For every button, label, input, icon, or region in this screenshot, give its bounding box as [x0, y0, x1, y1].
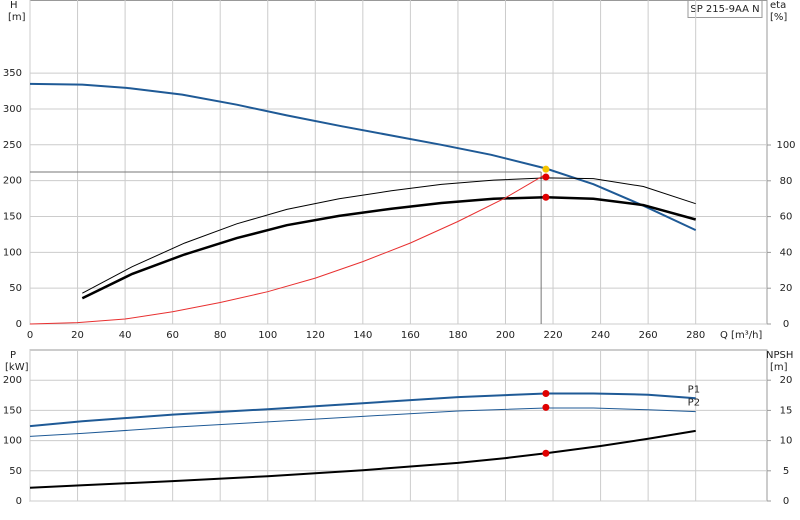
x-tick-label: 220: [543, 330, 562, 341]
y2-unit: [%]: [770, 12, 787, 23]
operating-point: [542, 165, 550, 173]
y-unit: [kW]: [5, 362, 29, 373]
x-tick-label: 60: [166, 330, 179, 341]
x-tick-label: 80: [214, 330, 227, 341]
x-tick-label: 140: [353, 330, 372, 341]
y2-label: eta: [770, 0, 786, 11]
x-tick-label: 260: [639, 330, 658, 341]
y-unit: [m]: [8, 12, 26, 23]
operating-point: [542, 173, 550, 181]
curve: [29, 429, 696, 489]
curve: [29, 392, 696, 428]
operating-point: [542, 389, 550, 397]
y-tick-label: 200: [3, 375, 22, 386]
y-tick-label: 0: [16, 319, 22, 330]
y2-tick-label: 100: [776, 140, 795, 151]
y2-tick-label: 80: [780, 176, 793, 187]
curve: [81, 196, 697, 300]
y2-tick-label: 20: [780, 375, 793, 386]
bottom-frame: [29, 349, 768, 502]
x-tick-label: 280: [686, 330, 705, 341]
y-tick-label: 0: [16, 496, 22, 507]
y2-tick-label: 60: [780, 212, 793, 223]
y-label: H: [10, 0, 18, 11]
x-tick-label: 160: [401, 330, 420, 341]
y-tick-label: 300: [3, 104, 22, 115]
y2-label: NPSH: [766, 350, 793, 361]
operating-point: [542, 193, 550, 201]
operating-point: [542, 449, 550, 457]
curve: [29, 175, 544, 325]
curve: [29, 407, 696, 437]
x-tick-label: 20: [71, 330, 84, 341]
x-tick-label: 180: [448, 330, 467, 341]
curve: [82, 177, 696, 294]
y2-tick-label: 0: [783, 319, 789, 330]
series-label: P1: [688, 384, 700, 395]
y-tick-label: 100: [3, 247, 22, 258]
y-tick-label: 250: [3, 140, 22, 151]
y2-tick-label: 0: [783, 496, 789, 507]
y-tick-label: 50: [9, 466, 22, 477]
y-tick-label: 100: [3, 436, 22, 447]
y-tick-label: 200: [3, 176, 22, 187]
x-tick-label: 100: [258, 330, 277, 341]
x-label: Q [m³/h]: [720, 330, 762, 341]
y-tick-label: 350: [3, 68, 22, 79]
y2-unit: [m]: [770, 362, 788, 373]
y2-tick-label: 10: [780, 436, 793, 447]
y2-tick-label: 5: [783, 466, 789, 477]
x-tick-label: 0: [27, 330, 33, 341]
x-tick-label: 40: [119, 330, 132, 341]
y2-tick-label: 40: [780, 247, 793, 258]
series-label: P2: [688, 398, 700, 409]
y-tick-label: 150: [3, 211, 22, 222]
y2-tick-label: 20: [780, 283, 793, 294]
y-label: P: [10, 350, 16, 361]
x-tick-label: 240: [591, 330, 610, 341]
operating-point: [542, 403, 550, 411]
y-tick-label: 50: [9, 283, 22, 294]
legend-box: [687, 0, 763, 18]
y-tick-label: 150: [3, 405, 22, 416]
x-tick-label: 120: [306, 330, 325, 341]
x-tick-label: 200: [496, 330, 515, 341]
top-frame: [29, 0, 768, 325]
legend-text: SP 215-9AA N: [690, 4, 759, 15]
y2-tick-label: 15: [780, 405, 793, 416]
curve: [29, 82, 697, 232]
